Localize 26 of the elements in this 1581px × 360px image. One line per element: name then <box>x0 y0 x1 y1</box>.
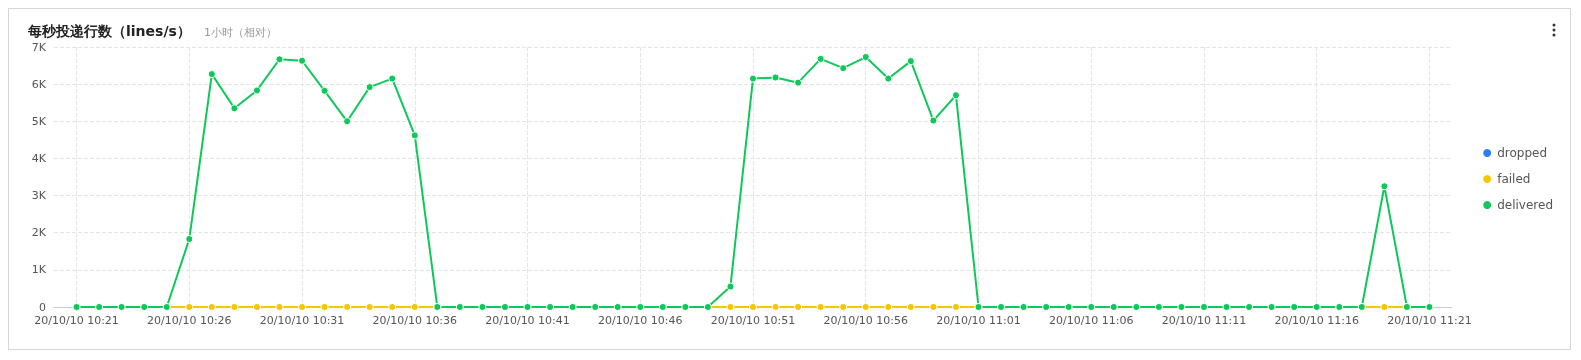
chart-subtitle: 1小时（相对） <box>204 26 277 39</box>
y-tick-label: 7K <box>31 40 47 54</box>
x-tick-label: 20/10/10 11:16 <box>1274 314 1360 327</box>
x-tick-label: 20/10/10 11:11 <box>1161 314 1247 327</box>
x-tick-label: 20/10/10 10:56 <box>823 314 909 327</box>
y-tick-label: 1K <box>31 263 47 277</box>
x-tick-label: 20/10/10 10:31 <box>259 314 345 327</box>
y-tick-label: 6K <box>31 77 47 91</box>
x-tick-label: 20/10/10 10:46 <box>597 314 683 327</box>
x-tick-label: 20/10/10 10:21 <box>34 314 119 327</box>
x-tick-label: 20/10/10 11:01 <box>936 314 1021 327</box>
y-tick-label: 3K <box>31 189 47 203</box>
chart-title: 每秒投递行数（lines/s） <box>27 23 191 39</box>
x-tick-label: 20/10/10 10:26 <box>146 314 232 327</box>
legend-label: failed <box>1497 172 1531 186</box>
legend-label: dropped <box>1497 146 1548 160</box>
x-tick-label: 20/10/10 10:36 <box>372 314 458 327</box>
x-tick-label: 20/10/10 11:06 <box>1048 314 1134 327</box>
x-tick-label: 20/10/10 10:41 <box>485 314 570 327</box>
y-tick-label: 4K <box>31 151 47 165</box>
x-tick-label: 20/10/10 10:51 <box>710 314 796 327</box>
y-tick-label: 0 <box>39 300 46 314</box>
legend-label: delivered <box>1497 198 1554 212</box>
y-tick-label: 2K <box>31 226 47 240</box>
y-tick-label: 5K <box>31 114 47 128</box>
x-tick-label: 20/10/10 11:21 <box>1387 314 1472 327</box>
